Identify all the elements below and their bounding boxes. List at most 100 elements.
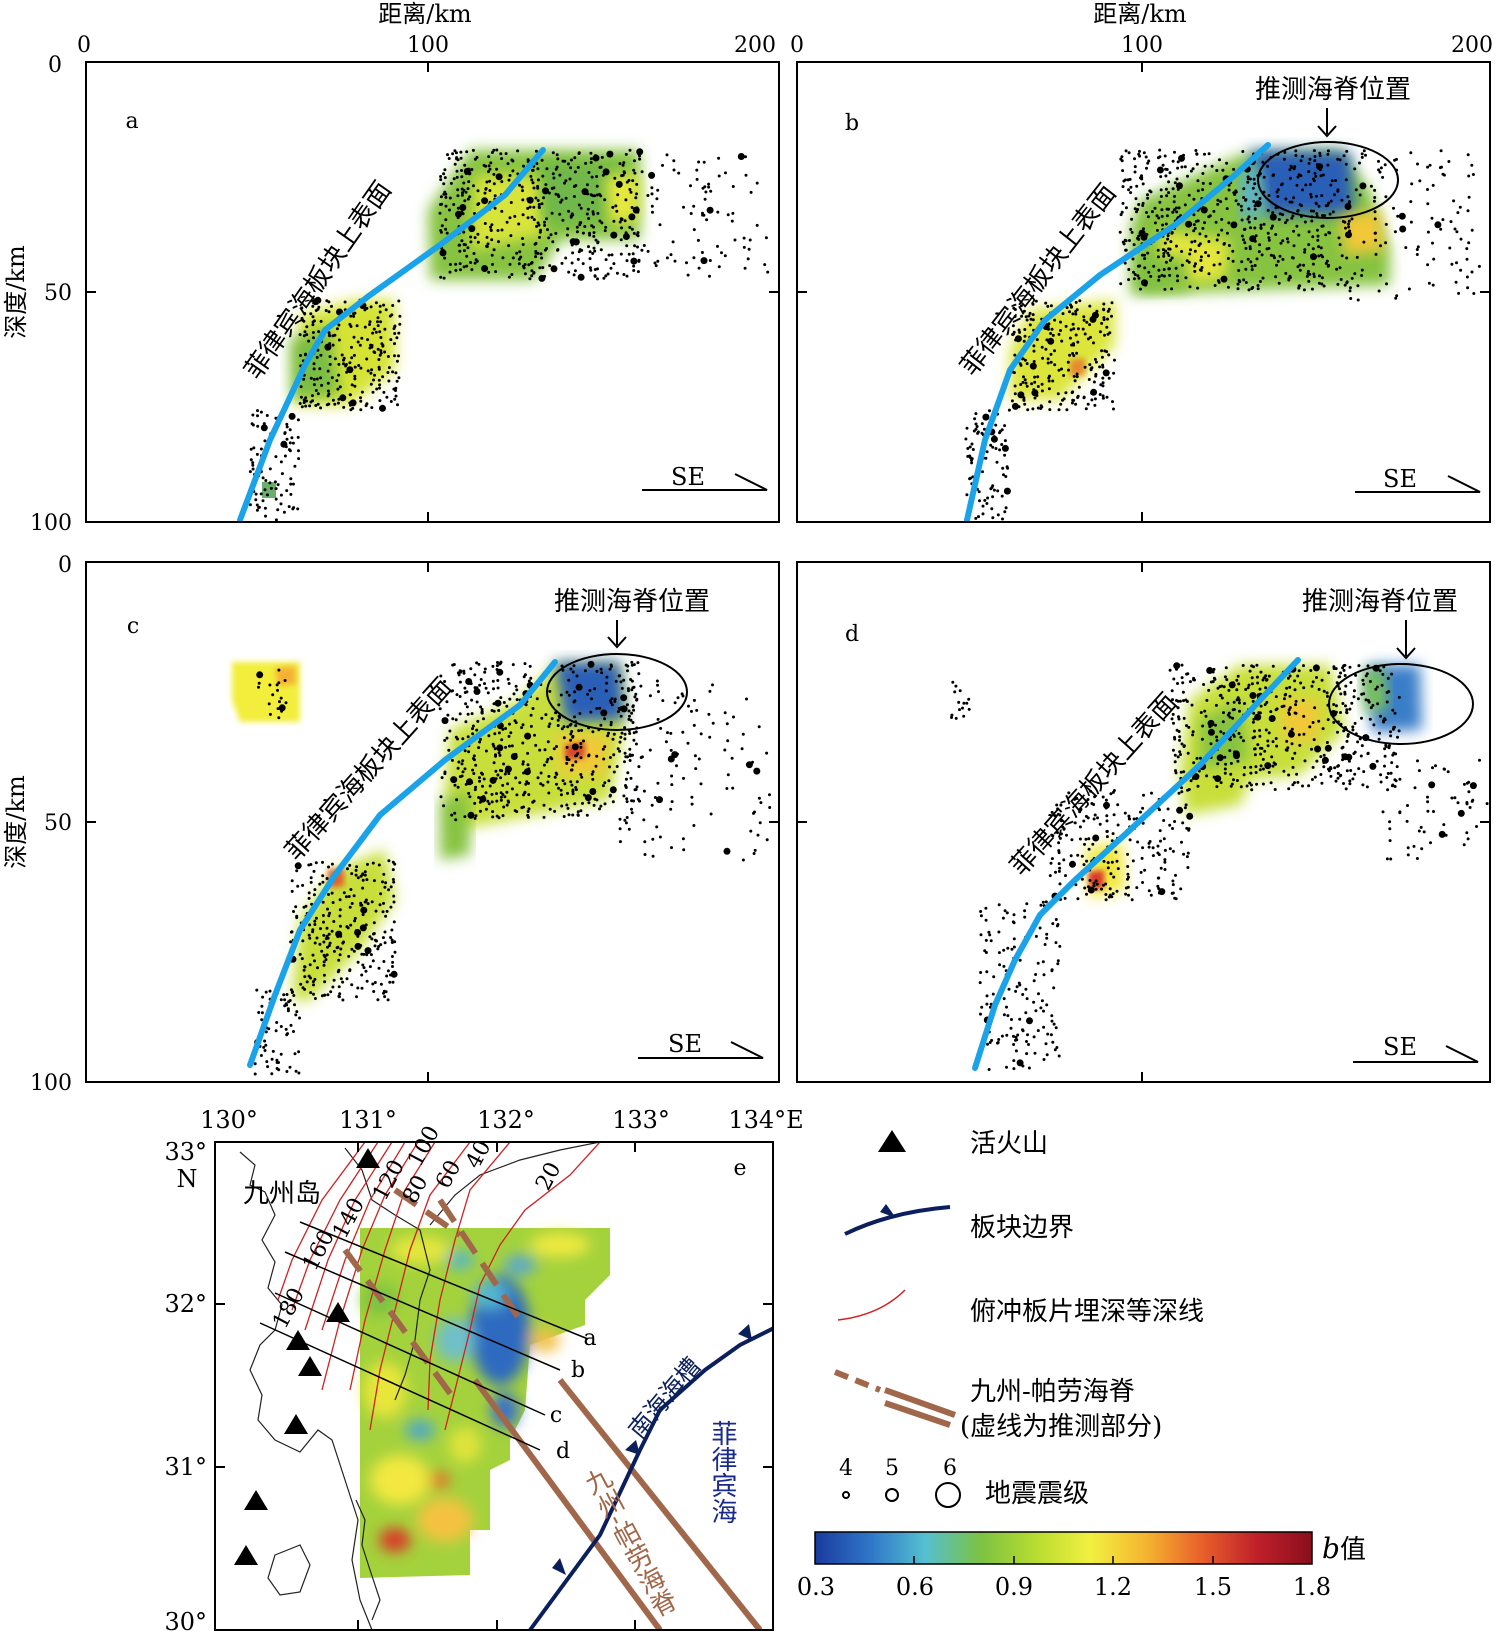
- earthquake-dot: [1093, 795, 1097, 799]
- earthquake-dot: [1102, 369, 1110, 377]
- earthquake-dot: [1163, 858, 1167, 862]
- earthquake-dot: [1107, 376, 1111, 380]
- earthquake-dot: [976, 430, 980, 434]
- earthquake-dot: [327, 331, 331, 335]
- earthquake-dot: [1386, 676, 1390, 680]
- earthquake-dot: [1254, 234, 1258, 238]
- earthquake-dot: [616, 710, 620, 714]
- earthquake-dot: [1093, 314, 1097, 318]
- earthquake-dot: [518, 250, 522, 254]
- earthquake-dot: [355, 324, 359, 328]
- map-plate-boundary: [528, 1326, 773, 1630]
- earthquake-dot: [628, 148, 632, 152]
- earthquake-dot: [489, 776, 497, 784]
- earthquake-dot: [342, 405, 346, 409]
- earthquake-dot: [991, 992, 995, 996]
- earthquake-dot: [1308, 183, 1312, 186]
- earthquake-dot: [587, 245, 590, 249]
- earthquake-dot: [1127, 875, 1130, 879]
- earthquake-dot: [743, 266, 747, 270]
- earthquake-dot: [303, 965, 307, 969]
- earthquake-dot: [443, 680, 447, 683]
- earthquake-dot: [570, 768, 574, 772]
- earthquake-dot: [1106, 861, 1110, 865]
- earthquake-dot: [1175, 667, 1178, 671]
- earthquake-dot: [1160, 214, 1164, 218]
- earthquake-dot: [1022, 398, 1026, 402]
- earthquake-dot: [633, 695, 637, 699]
- earthquake-dot: [1017, 328, 1021, 332]
- earthquake-dot: [1253, 264, 1257, 267]
- earthquake-dot: [1253, 239, 1257, 243]
- earthquake-dot: [550, 265, 558, 273]
- earthquake-dot: [1417, 829, 1421, 833]
- earthquake-dot: [1297, 286, 1301, 290]
- earthquake-dot: [981, 470, 984, 474]
- earthquake-dot: [1066, 360, 1070, 364]
- earthquake-dot: [1088, 304, 1092, 308]
- earthquake-dot: [327, 914, 331, 918]
- earthquake-dot: [478, 779, 482, 783]
- earthquake-dot: [1181, 690, 1185, 694]
- earthquake-dot: [377, 945, 381, 948]
- earthquake-dot: [481, 772, 484, 776]
- earthquake-dot: [439, 195, 443, 199]
- earthquake-dot: [492, 761, 496, 765]
- earthquake-dot: [1243, 766, 1247, 769]
- earthquake-dot: [587, 801, 591, 805]
- earthquake-dot: [681, 837, 685, 841]
- earthquake-dot: [1432, 810, 1435, 813]
- earthquake-dot: [618, 740, 622, 744]
- earthquake-dot: [460, 187, 464, 191]
- earthquake-dot: [1329, 767, 1333, 770]
- earthquake-dot: [1439, 149, 1443, 153]
- earthquake-dot: [393, 332, 397, 335]
- earthquake-dot: [345, 925, 349, 929]
- earthquake-dot: [1082, 318, 1086, 322]
- earthquake-dot: [1049, 304, 1053, 308]
- earthquake-dot: [1013, 353, 1017, 357]
- earthquake-dot: [459, 150, 463, 154]
- earthquake-dot: [1282, 704, 1286, 708]
- earthquake-dot: [376, 324, 380, 328]
- earthquake-dot: [379, 320, 383, 324]
- earthquake-dot: [352, 314, 356, 318]
- earthquake-dot: [1081, 327, 1085, 331]
- earthquake-dot: [581, 231, 585, 235]
- earthquake-dot: [1309, 669, 1313, 672]
- earthquake-dot: [570, 243, 574, 247]
- earthquake-dot: [1240, 234, 1244, 238]
- earthquake-dot: [708, 274, 711, 278]
- earthquake-dot: [1025, 1052, 1029, 1056]
- earthquake-dot: [1171, 748, 1175, 752]
- earthquake-dot: [531, 707, 535, 710]
- earthquake-dot: [1021, 1064, 1025, 1068]
- earthquake-dot: [576, 257, 580, 261]
- earthquake-dot: [466, 712, 470, 716]
- earthquake-dot: [315, 355, 319, 359]
- earthquake-dot: [1017, 405, 1021, 409]
- panel-b-direction-arrow: [1355, 475, 1481, 493]
- earthquake-dot: [1252, 717, 1256, 721]
- earthquake-dot: [1244, 281, 1248, 284]
- earthquake-dot: [473, 801, 477, 805]
- earthquake-dot: [1166, 251, 1170, 255]
- earthquake-dot: [541, 783, 545, 787]
- earthquake-dot: [1298, 743, 1302, 747]
- earthquake-dot: [521, 762, 525, 766]
- earthquake-dot: [962, 701, 966, 705]
- earthquake-dot: [572, 664, 576, 668]
- earthquake-dot: [260, 1011, 264, 1015]
- earthquake-dot: [630, 660, 634, 664]
- map-frame: [214, 1141, 774, 1631]
- earthquake-dot: [1453, 227, 1457, 231]
- earthquake-dot: [1127, 278, 1131, 282]
- earthquake-dot: [1109, 872, 1113, 876]
- earthquake-dot: [1309, 209, 1313, 213]
- earthquake-dot: [1288, 694, 1292, 698]
- legend-mag-6: 6: [943, 1456, 957, 1481]
- earthquake-dot: [1338, 243, 1342, 247]
- earthquake-dot: [266, 1065, 270, 1069]
- earthquake-dot: [1001, 444, 1009, 452]
- earthquake-dot: [562, 815, 566, 818]
